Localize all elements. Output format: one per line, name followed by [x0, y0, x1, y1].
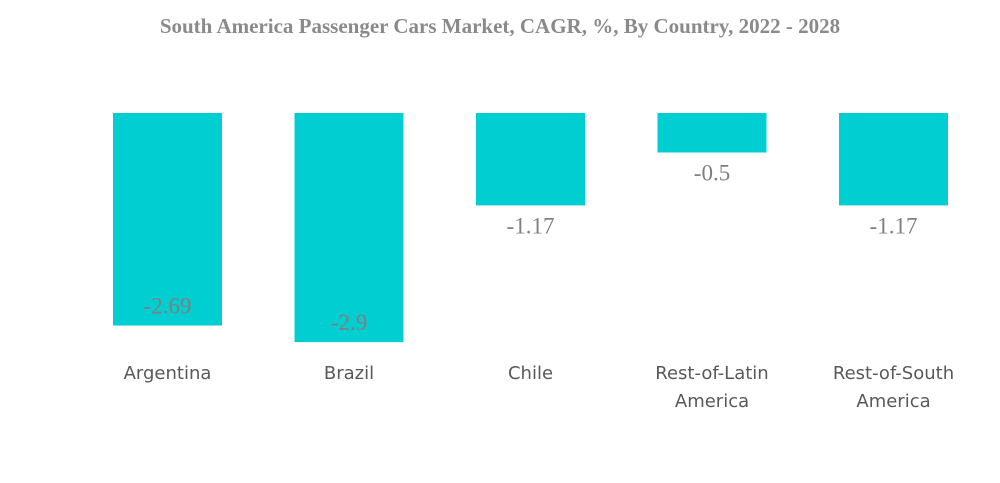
data-label: -1.17 [507, 213, 555, 238]
bar-argentina [113, 113, 222, 326]
bar-rest-of-south-america [839, 113, 948, 206]
category-label: America [856, 391, 930, 412]
bar-brazil [294, 113, 404, 343]
bar-chile [476, 113, 585, 206]
category-label: Brazil [324, 363, 374, 384]
category-label: Rest-of-Latin [655, 363, 768, 384]
bar-rest-of-latin-america [657, 113, 767, 153]
data-label: -2.9 [331, 310, 367, 335]
category-label: Chile [508, 363, 553, 384]
data-label: -0.5 [694, 161, 730, 186]
chart-title: South America Passenger Cars Market, CAG… [159, 14, 841, 38]
data-label: -1.17 [870, 213, 918, 238]
data-label: -2.69 [144, 294, 192, 319]
category-label: Argentina [124, 363, 212, 384]
category-label: America [675, 391, 749, 412]
category-label: Rest-of-South [833, 363, 954, 384]
